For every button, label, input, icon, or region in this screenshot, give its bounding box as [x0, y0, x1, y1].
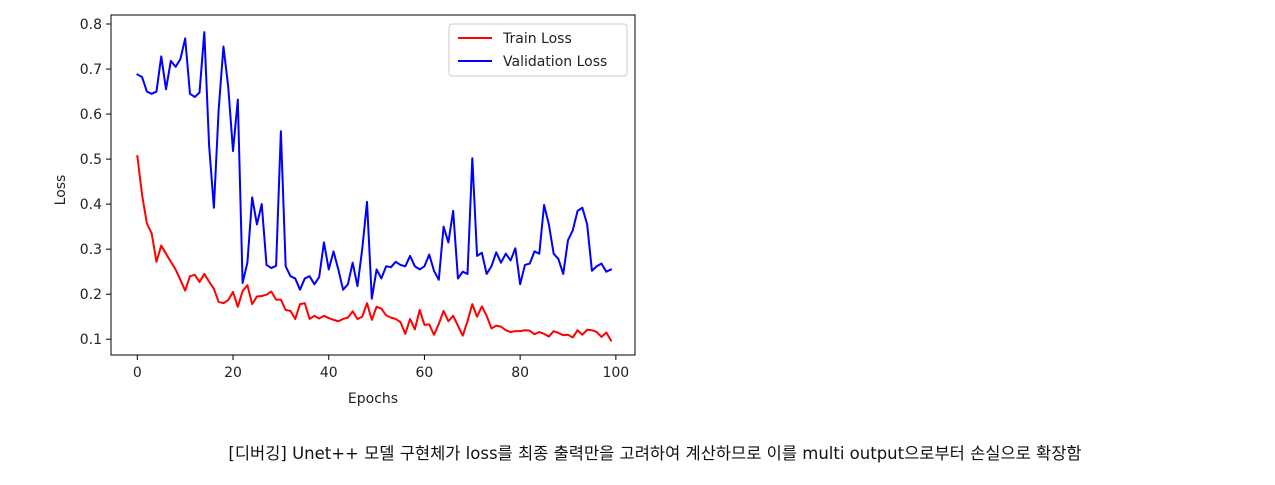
legend-label-train-loss: Train Loss: [502, 31, 572, 47]
loss-chart: 0 20 40 60 80 100 0.1 0.2 0.3 0.4 0.5 0.6 0.7 0.8 Ep…: [53, 14, 636, 407]
x-tick-label: 40: [320, 365, 338, 381]
y-tick-label: 0.7: [80, 62, 102, 78]
legend: Train Loss Validation Loss: [448, 23, 628, 77]
legend-label-validation-loss: Validation Loss: [503, 54, 607, 70]
y-tick-label: 0.3: [80, 242, 102, 258]
x-tick-label: 20: [224, 365, 242, 381]
x-tick-label: 0: [133, 365, 142, 381]
y-tick-label: 0.4: [80, 197, 102, 213]
y-axis-label: Loss: [53, 175, 69, 206]
y-tick-label: 0.2: [80, 287, 102, 303]
y-tick-label: 0.8: [80, 17, 102, 33]
figure-caption: [디버깅] Unet++ 모델 구현체가 loss를 최종 출력만을 고려하여 …: [228, 444, 1082, 463]
x-tick-label: 100: [602, 365, 629, 381]
x-tick-label: 80: [511, 365, 529, 381]
y-tick-label: 0.6: [80, 107, 102, 123]
series-line-train-loss: [136, 154, 613, 342]
legend-box: [448, 23, 628, 77]
plot-frame: [110, 14, 636, 356]
x-tick-label: 60: [416, 365, 434, 381]
series-line-validation-loss: [136, 31, 613, 300]
plot-lines: [136, 31, 613, 342]
x-axis: 0 20 40 60 80 100: [133, 355, 629, 381]
y-tick-label: 0.1: [80, 332, 102, 348]
x-axis-label: Epochs: [348, 391, 398, 407]
y-axis: 0.1 0.2 0.3 0.4 0.5 0.6 0.7 0.8: [80, 17, 111, 348]
y-tick-label: 0.5: [80, 152, 102, 168]
